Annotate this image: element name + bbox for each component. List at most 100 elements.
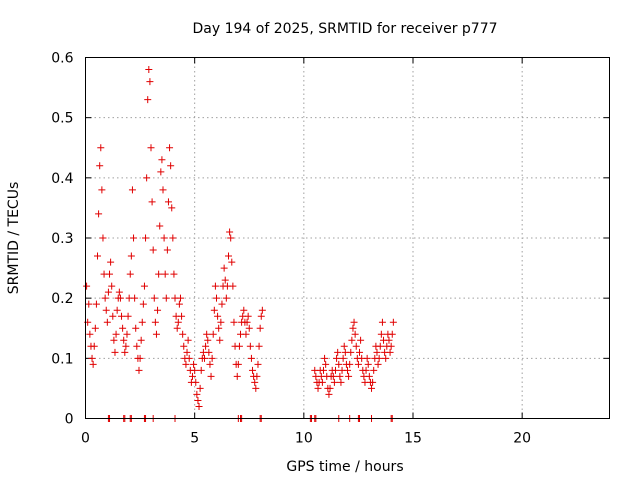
data-point: [191, 366, 199, 374]
data-point: [122, 342, 130, 350]
data-point: [116, 294, 124, 302]
x-tick-label: 15: [404, 431, 422, 447]
data-point: [214, 312, 222, 320]
data-point: [388, 330, 396, 338]
data-point: [176, 294, 184, 302]
data-point: [194, 396, 202, 404]
data-point: [143, 174, 151, 182]
data-point: [156, 222, 164, 230]
data-point: [139, 300, 147, 308]
data-point: [215, 324, 223, 332]
data-point: [208, 354, 216, 362]
data-point: [135, 366, 143, 374]
data-point: [210, 306, 218, 314]
data-point: [107, 258, 115, 266]
data-point: [95, 210, 103, 218]
data-point: [112, 330, 120, 338]
data-point: [221, 276, 229, 284]
data-point: [119, 324, 127, 332]
data-point: [326, 384, 334, 392]
y-tick-label: 0.2: [51, 291, 73, 307]
x-tick-label: 0: [81, 431, 90, 447]
data-point: [169, 234, 177, 242]
data-point: [382, 354, 390, 362]
data-point: [99, 234, 107, 242]
data-point: [133, 342, 141, 350]
data-point: [88, 354, 96, 362]
chart-title: Day 194 of 2025, SRMTID for receiver p77…: [192, 21, 497, 37]
data-point: [351, 330, 359, 338]
data-point: [335, 360, 343, 368]
data-point: [230, 318, 238, 326]
data-point: [158, 156, 166, 164]
data-point: [111, 348, 119, 356]
y-tick-label: 0.1: [51, 351, 73, 367]
data-point: [145, 66, 153, 74]
data-point: [373, 348, 381, 356]
data-point: [155, 270, 163, 278]
data-point: [218, 300, 226, 308]
data-point: [149, 246, 157, 254]
data-point: [340, 342, 348, 350]
data-point: [253, 372, 261, 380]
data-point: [243, 318, 251, 326]
data-points: [83, 66, 397, 422]
data-point: [183, 348, 191, 356]
data-point: [200, 354, 208, 362]
data-point: [333, 354, 341, 362]
data-point: [349, 324, 357, 332]
data-point: [101, 294, 109, 302]
data-point: [190, 360, 198, 368]
data-point: [362, 366, 370, 374]
data-point: [98, 186, 106, 194]
data-point: [180, 342, 188, 350]
data-point: [126, 270, 134, 278]
data-point: [257, 312, 265, 320]
data-point: [118, 312, 126, 320]
data-point: [368, 384, 376, 392]
data-point: [184, 336, 192, 344]
data-point: [357, 336, 365, 344]
y-tick-label: 0.6: [51, 51, 73, 67]
data-point: [251, 378, 259, 386]
data-point: [378, 318, 386, 326]
data-point: [375, 354, 383, 362]
data-point: [136, 354, 144, 362]
data-point: [152, 330, 160, 338]
data-point: [108, 282, 116, 290]
data-point: [203, 330, 211, 338]
data-point: [94, 252, 102, 260]
data-point: [185, 354, 193, 362]
data-point: [128, 186, 136, 194]
data-point: [226, 228, 234, 236]
data-point: [170, 270, 178, 278]
data-point: [389, 318, 397, 326]
data-point: [246, 342, 254, 350]
data-point: [207, 372, 215, 380]
data-point: [167, 162, 175, 170]
data-point: [154, 306, 162, 314]
data-point: [254, 360, 262, 368]
data-point: [369, 378, 377, 386]
data-point: [376, 342, 384, 350]
data-point: [131, 294, 139, 302]
data-point: [386, 348, 394, 356]
data-point: [163, 246, 171, 254]
plot-frame: [85, 57, 610, 419]
data-point: [166, 144, 174, 152]
data-point: [347, 348, 355, 356]
data-point: [364, 360, 372, 368]
data-point: [321, 354, 329, 362]
data-point: [377, 330, 385, 338]
data-point: [121, 348, 129, 356]
data-point: [147, 144, 155, 152]
data-point: [205, 348, 213, 356]
data-point: [374, 360, 382, 368]
data-point: [196, 384, 204, 392]
data-point: [159, 186, 167, 194]
data-point: [104, 288, 112, 296]
grid: [85, 57, 610, 419]
data-point: [102, 306, 110, 314]
data-point: [204, 336, 212, 344]
data-point: [222, 294, 230, 302]
